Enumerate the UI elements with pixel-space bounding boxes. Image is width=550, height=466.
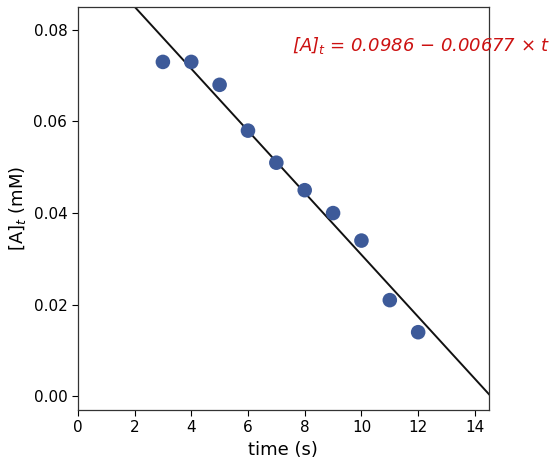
Point <box>386 296 394 304</box>
Point <box>329 209 338 217</box>
Text: [A]$_t$ = 0.0986 − 0.00677 × $t$: [A]$_t$ = 0.0986 − 0.00677 × $t$ <box>292 35 550 56</box>
Y-axis label: [A]$_t$ (mM): [A]$_t$ (mM) <box>7 166 28 251</box>
Point <box>272 159 280 166</box>
Point <box>414 329 422 336</box>
Point <box>187 58 196 66</box>
Point <box>300 186 309 194</box>
Point <box>244 127 252 134</box>
X-axis label: time (s): time (s) <box>249 441 318 459</box>
Point <box>158 58 167 66</box>
Point <box>357 237 366 244</box>
Point <box>215 81 224 89</box>
